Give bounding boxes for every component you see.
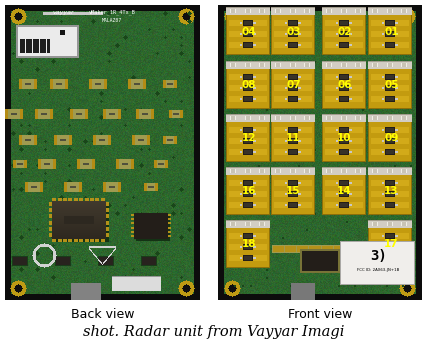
- Text: 11: 11: [286, 133, 301, 143]
- Text: 10: 10: [337, 133, 352, 143]
- Text: 16: 16: [241, 186, 256, 196]
- Text: 03: 03: [286, 27, 301, 37]
- Text: 14: 14: [337, 186, 352, 196]
- Text: 3): 3): [370, 249, 386, 263]
- Text: 15: 15: [286, 186, 301, 196]
- Text: 02: 02: [337, 27, 352, 37]
- Text: 12: 12: [241, 133, 256, 143]
- Text: 07: 07: [286, 80, 301, 90]
- Text: 04: 04: [241, 27, 256, 37]
- Text: Front view: Front view: [288, 308, 352, 320]
- Text: shot. Radar unit from Vayyar Imagi: shot. Radar unit from Vayyar Imagi: [83, 325, 345, 339]
- Text: MALAZ07: MALAZ07: [102, 18, 122, 23]
- Text: 13: 13: [384, 186, 398, 196]
- Text: vMaker_1R_4Tx_B: vMaker_1R_4Tx_B: [89, 9, 136, 15]
- Text: Back view: Back view: [71, 308, 134, 320]
- Text: 01: 01: [384, 27, 398, 37]
- Text: 05: 05: [384, 80, 398, 90]
- Text: vayyar: vayyar: [53, 10, 74, 15]
- Text: 18: 18: [241, 239, 256, 249]
- Text: 08: 08: [241, 80, 256, 90]
- Text: FCC ID: 2AX63-JN+1B: FCC ID: 2AX63-JN+1B: [357, 268, 399, 272]
- Text: 06: 06: [337, 80, 352, 90]
- Text: 09: 09: [384, 133, 398, 143]
- Text: 17: 17: [384, 239, 399, 249]
